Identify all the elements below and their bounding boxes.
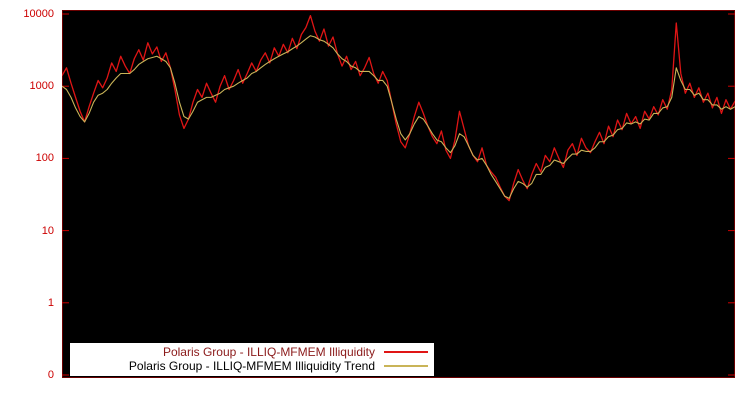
y-axis-label: 0: [47, 369, 54, 381]
y-axis-label: 10: [41, 224, 54, 237]
plot-frame: [62, 10, 735, 378]
series-line-0: [62, 14, 735, 202]
legend-line-sample-red: [384, 351, 428, 353]
legend: Polaris Group - ILLIQ-MFMEM Illiquidity …: [70, 343, 434, 376]
y-axis-label: 1: [47, 296, 54, 309]
plot-area: [62, 10, 735, 378]
y-axis-label: 1000: [29, 80, 54, 93]
line-chart: [62, 10, 735, 378]
legend-label-illiquidity: Polaris Group - ILLIQ-MFMEM Illiquidity: [162, 345, 375, 359]
legend-item: Polaris Group - ILLIQ-MFMEM Illiquidity …: [76, 359, 428, 373]
legend-item: Polaris Group - ILLIQ-MFMEM Illiquidity: [76, 345, 428, 359]
y-axis-label: 100: [35, 152, 54, 165]
y-axis-label: 10000: [23, 8, 54, 20]
legend-label-illiquidity-trend: Polaris Group - ILLIQ-MFMEM Illiquidity …: [128, 359, 375, 373]
series-line-1: [62, 35, 735, 199]
y-axis: 10000 1000 100 10 1 0: [0, 8, 56, 381]
legend-line-sample-khaki: [384, 365, 428, 367]
